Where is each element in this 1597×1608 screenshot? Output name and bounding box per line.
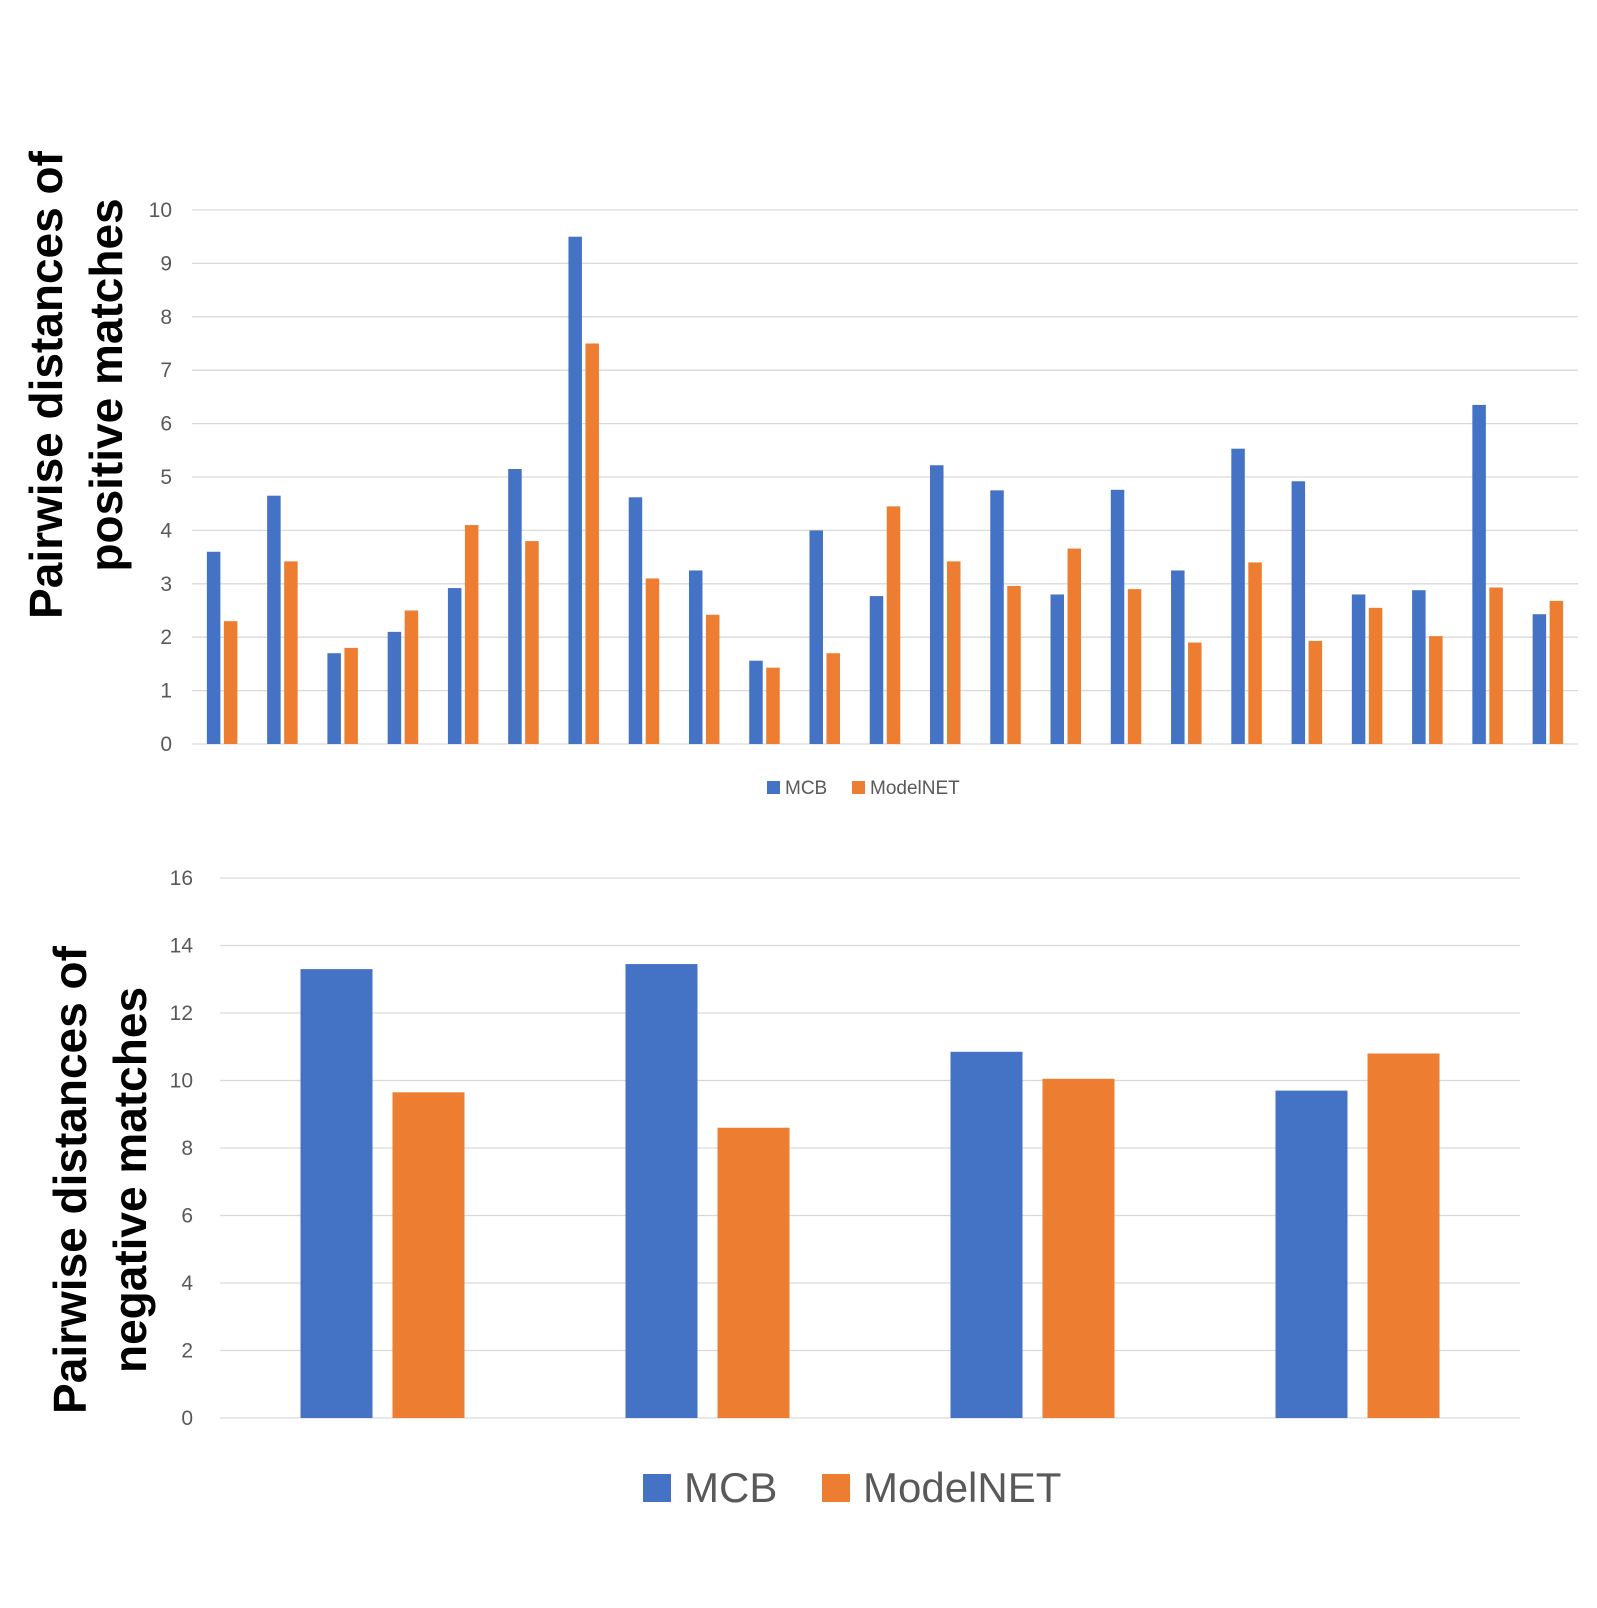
chart1-bar-modelnet (525, 541, 539, 744)
chart2-bar-modelnet (1042, 1078, 1115, 1418)
positive-matches-chart: Pairwise distances of positive matches 0… (20, 150, 1578, 799)
chart1-bar-mcb (749, 660, 763, 744)
chart1-bar-modelnet (1429, 636, 1443, 744)
chart1-bar-modelnet (1368, 607, 1383, 744)
chart2-y-tick-label: 6 (181, 1205, 193, 1228)
chart1-bar-mcb (387, 631, 402, 744)
chart1-bars (206, 236, 1564, 744)
chart1-bar-mcb (869, 596, 884, 744)
chart1-bar-mcb (1050, 594, 1065, 744)
chart1-bar-mcb (267, 495, 281, 744)
chart1-bar-mcb (1291, 481, 1306, 744)
chart1-y-tick-label: 6 (160, 413, 172, 436)
chart1-bar-mcb (327, 653, 341, 744)
chart1-bar-mcb (508, 468, 522, 744)
chart2-bar-mcb (300, 969, 373, 1418)
chart1-legend: MCB ModelNET (767, 778, 960, 799)
chart2-ylabel-line1: Pairwise distances of (44, 945, 96, 1414)
chart1-bar-modelnet (1007, 585, 1021, 744)
chart1-bar-modelnet (284, 561, 298, 744)
chart1-y-tick-label: 8 (160, 306, 172, 329)
chart1-bar-mcb (1412, 590, 1426, 744)
chart1-bar-modelnet (1188, 642, 1202, 744)
chart1-y-tick-label: 1 (160, 680, 172, 703)
chart1-bar-modelnet (1127, 589, 1142, 744)
chart1-legend-modelnet-label: ModelNET (870, 778, 960, 799)
chart1-y-tick-label: 2 (160, 626, 172, 649)
chart1-bar-modelnet (947, 561, 961, 744)
chart1-bar-mcb (1472, 404, 1486, 744)
chart2-bar-mcb (950, 1051, 1023, 1418)
chart2-y-tick-label: 2 (181, 1340, 193, 1363)
chart1-bar-mcb (628, 497, 643, 744)
chart2-bar-modelnet (717, 1127, 790, 1418)
chart1-bar-modelnet (766, 667, 780, 744)
chart2-bar-modelnet (1367, 1053, 1440, 1418)
chart2-bar-modelnet (392, 1092, 465, 1418)
negative-matches-chart: Pairwise distances of negative matches 0… (44, 867, 1520, 1511)
chart2-legend-modelnet-label: ModelNET (863, 1464, 1061, 1511)
chart1-bar-modelnet (1308, 640, 1323, 744)
chart1-legend-mcb-swatch (767, 781, 780, 794)
chart1-y-ticks: 0 1 2 3 4 5 6 7 8 9 10 (149, 199, 173, 756)
chart1-y-tick-label: 5 (160, 466, 172, 489)
chart1-bar-mcb (990, 490, 1004, 744)
chart1-bar-modelnet (1067, 548, 1082, 744)
chart1-bar-modelnet (404, 610, 419, 744)
chart1-ylabel-line1: Pairwise distances of (20, 150, 72, 619)
chart1-bar-modelnet (1489, 587, 1503, 744)
chart1-bar-modelnet (1549, 600, 1564, 744)
chart1-bar-modelnet (705, 614, 720, 744)
chart1-bar-mcb (206, 551, 221, 744)
chart2-y-tick-label: 14 (170, 935, 194, 958)
chart2-y-tick-label: 10 (170, 1070, 193, 1093)
chart1-gridlines (192, 209, 1578, 745)
chart1-ylabel-line2: positive matches (80, 198, 132, 571)
chart1-bar-modelnet (1248, 562, 1262, 744)
chart1-bar-modelnet (464, 525, 479, 744)
chart1-bar-modelnet (645, 578, 660, 744)
chart1-bar-mcb (688, 570, 703, 744)
chart2-ylabel-line2: negative matches (104, 987, 156, 1373)
chart1-y-tick-label: 0 (160, 733, 172, 756)
chart2-y-tick-label: 12 (170, 1002, 193, 1025)
chart1-bar-modelnet (826, 653, 840, 744)
chart1-y-tick-label: 10 (149, 199, 172, 222)
chart1-legend-modelnet-swatch (852, 781, 865, 794)
chart1-y-tick-label: 7 (160, 359, 172, 382)
chart1-y-tick-label: 9 (160, 252, 172, 275)
chart2-legend: MCB ModelNET (643, 1464, 1061, 1511)
chart1-bar-mcb (1351, 594, 1366, 744)
chart1-bar-mcb (1171, 570, 1185, 744)
chart2-bars (300, 964, 1440, 1418)
chart2-legend-modelnet-swatch (822, 1474, 850, 1502)
chart2-y-tick-label: 4 (181, 1272, 193, 1295)
chart1-bar-mcb (447, 588, 462, 744)
chart1-bar-modelnet (886, 506, 901, 744)
chart1-bar-modelnet (223, 621, 238, 744)
chart2-bar-mcb (1275, 1090, 1348, 1418)
chart2-y-ticks: 0 2 4 6 8 10 12 14 16 (170, 867, 194, 1430)
chart1-bar-mcb (568, 236, 582, 744)
chart2-bar-mcb (625, 964, 698, 1418)
chart2-y-tick-label: 0 (181, 1407, 193, 1430)
chart2-legend-mcb-label: MCB (684, 1464, 777, 1511)
chart1-bar-mcb (1231, 448, 1245, 744)
chart1-y-tick-label: 4 (160, 519, 172, 542)
chart2-y-tick-label: 8 (181, 1137, 193, 1160)
chart1-legend-mcb-label: MCB (785, 778, 827, 799)
chart1-bar-modelnet (344, 647, 358, 744)
chart1-bar-mcb (1110, 489, 1125, 744)
chart1-bar-mcb (809, 530, 823, 744)
chart2-legend-mcb-swatch (643, 1474, 671, 1502)
chart1-bar-mcb (1532, 614, 1547, 744)
chart1-y-tick-label: 3 (160, 573, 172, 596)
chart1-bar-modelnet (585, 343, 599, 744)
chart1-bar-mcb (930, 465, 944, 744)
chart2-y-tick-label: 16 (170, 867, 193, 890)
